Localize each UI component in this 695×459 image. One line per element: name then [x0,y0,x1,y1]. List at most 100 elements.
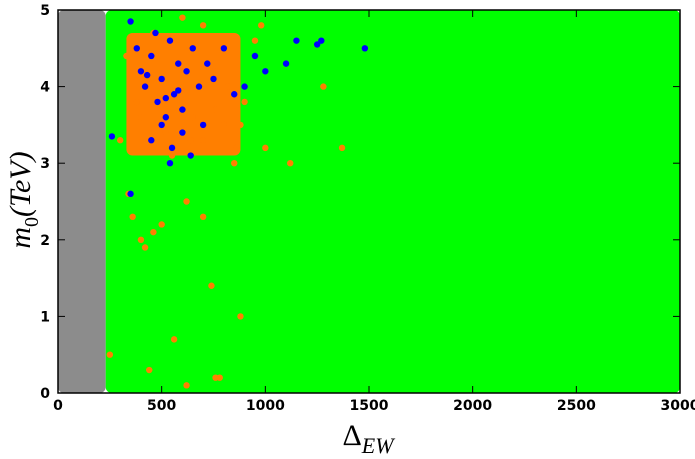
point [108,133,116,140]
point [162,94,170,102]
point [262,144,269,152]
point [361,45,369,52]
x-tick-label: 0 [53,398,63,414]
point [175,60,182,67]
point [150,228,157,236]
y-label-sub: 0 [21,217,43,227]
y-tick-label: 5 [40,3,50,19]
y-label-main: m [4,227,37,249]
point [148,75,155,83]
point [231,160,238,167]
point [318,37,325,44]
point [212,106,219,113]
point [148,137,155,144]
point [282,60,290,67]
point [199,121,207,129]
point [320,83,327,90]
point [220,45,228,52]
point [106,351,114,358]
point [141,144,149,152]
point [187,137,194,144]
y-axis-label: m0(TeV) [4,151,43,248]
axes: 0 500 1000 1500 2000 2500 3000 0 1 2 3 4 5 [40,3,695,414]
point [168,144,176,152]
point [231,91,238,98]
point [237,313,244,320]
y-tick-label: 3 [40,156,50,172]
point [313,41,321,48]
point [251,37,259,44]
point [287,160,294,167]
point [168,152,176,159]
point [137,114,145,121]
x-tick-label: 3000 [661,398,695,414]
point [133,45,140,52]
point [162,129,170,136]
point [133,98,140,106]
point [212,374,219,381]
point [183,68,190,75]
point [170,336,178,343]
point [129,213,136,221]
y-tick-label: 2 [40,233,50,249]
point [208,282,215,289]
point [179,14,186,21]
region [126,32,241,156]
point [170,91,178,98]
point [251,52,259,60]
y-tick-label: 4 [40,80,50,96]
point [158,75,165,83]
point [179,129,186,136]
region [58,10,106,393]
point [338,144,346,152]
x-label-main: Δ [342,419,361,452]
point [210,75,217,83]
region [105,10,681,393]
point [141,244,149,251]
point [162,114,170,121]
point [137,236,145,243]
x-label-sub: EW [361,433,395,458]
point [187,152,194,159]
point [166,37,174,44]
point [189,114,196,121]
point [241,83,248,90]
point [137,68,145,75]
point [241,98,248,106]
point [143,71,151,79]
point [204,60,211,67]
point [199,22,207,29]
plot-area [58,10,681,393]
point [148,52,155,60]
x-tick-label: 2500 [557,398,596,414]
x-tick-label: 1500 [350,398,389,414]
point [152,29,159,37]
point [224,83,232,90]
point [123,52,130,60]
x-tick-label: 500 [147,398,176,414]
y-tick-label: 0 [40,386,50,402]
point [220,121,228,129]
point [183,198,190,205]
x-axis-label: ΔEW [342,419,395,458]
point [158,121,165,129]
point [199,137,207,144]
point [237,121,244,129]
point [158,221,165,228]
point [210,68,217,75]
y-label-rest: (TeV) [4,151,37,217]
point [199,213,207,221]
point [127,18,134,25]
point [179,106,186,113]
point [175,87,182,94]
point [127,190,134,198]
point [195,83,203,90]
point [233,144,240,152]
point [257,22,265,29]
point [189,45,196,52]
point [262,68,269,75]
x-tick-label: 1000 [246,398,285,414]
point [293,37,300,44]
point [166,160,174,167]
